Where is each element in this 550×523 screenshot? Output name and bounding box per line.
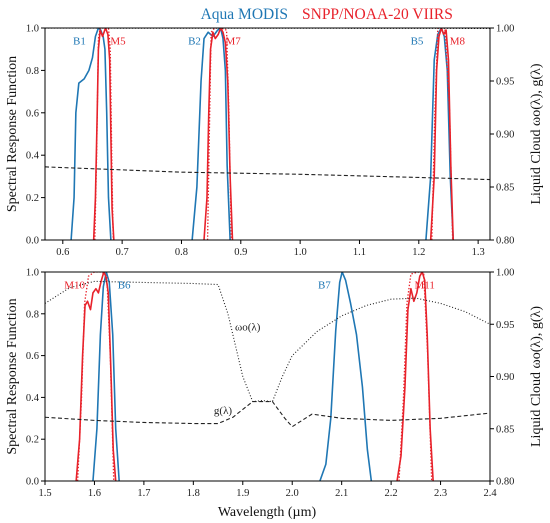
x-tick-label: 2.4	[483, 488, 497, 499]
legend-modis: Aqua MODIS	[201, 6, 288, 23]
viirs-srf-curve-4	[396, 272, 434, 481]
y-left-axis-label: Spectral Response Function	[5, 298, 20, 454]
band-label-m8: M8	[450, 36, 466, 48]
y-left-tick-label: 0.6	[26, 108, 39, 119]
single-scatter-albedo-curve	[45, 280, 490, 403]
y-right-tick-label: 0.95	[496, 77, 514, 88]
band-label-b1: B1	[73, 36, 86, 48]
x-tick-label: 1.7	[137, 488, 150, 499]
band-label-m5: M5	[110, 36, 126, 48]
y-left-tick-label: 1.0	[26, 24, 39, 35]
y-left-axis-label: Spectral Response Function	[5, 56, 20, 212]
y-right-tick-label: 0.90	[496, 130, 514, 141]
x-tick-label: 1.1	[353, 247, 366, 258]
legend-viirs: SNPP/NOAA-20 VIIRS	[302, 6, 453, 23]
x-tick-label: 0.8	[175, 247, 188, 258]
x-tick-label: 2.1	[335, 488, 348, 499]
x-tick-label: 1.3	[472, 247, 485, 258]
y-right-axis-label: Liquid Cloud ωo(λ), g(λ)	[529, 63, 544, 204]
x-tick-label: 0.9	[234, 247, 247, 258]
modis-srf-curve-0	[92, 272, 120, 481]
x-axis-label: Wavelength (µm)	[218, 505, 317, 520]
modis-srf-curve-0	[70, 28, 112, 240]
y-right-tick-label: 0.95	[496, 320, 514, 331]
x-tick-label: 0.6	[56, 247, 69, 258]
x-tick-label: 1.6	[88, 488, 101, 499]
modis-srf-curve-1	[319, 272, 373, 481]
plot-area	[45, 28, 490, 240]
y-left-tick-label: 0.2	[26, 435, 39, 446]
top-panel: 0.6 0.7 0.8 0.9 1.0 1.1 1.2 1.3 0.0 0.2 0.4 0.6 0.8 1…	[5, 24, 544, 259]
band-label-b2: B2	[188, 36, 201, 48]
y-right-tick-label: 0.90	[496, 372, 514, 383]
y-right-tick-label: 1.00	[496, 268, 514, 279]
asymmetry-g-curve	[45, 401, 490, 428]
y-left-tick-label: 0.6	[26, 351, 39, 362]
asymmetry-g-curve	[45, 166, 490, 181]
x-tick-label: 2.3	[434, 488, 447, 499]
y-left-tick-label: 0.0	[26, 236, 39, 247]
y-left-tick-label: 0.4	[26, 151, 40, 162]
viirs-srf-curve-3	[76, 272, 115, 481]
modis-srf-curve-2	[425, 28, 455, 240]
band-label-b7: B7	[318, 280, 331, 292]
band-label-b6: B6	[118, 280, 131, 292]
x-tick-label: 1.2	[412, 247, 425, 258]
y-left-tick-label: 1.0	[26, 268, 39, 279]
modis-srf-curve-1	[191, 28, 231, 240]
x-tick-label: 1.5	[38, 488, 51, 499]
y-right-tick-label: 0.80	[496, 236, 514, 247]
viirs-srf-curve-8	[431, 28, 454, 240]
x-tick-label: 2.2	[385, 488, 398, 499]
x-tick-label: 0.7	[116, 247, 129, 258]
y-right-tick-label: 0.85	[496, 424, 514, 435]
band-label-m10: M10	[64, 280, 85, 292]
y-left-tick-label: 0.8	[26, 309, 39, 320]
y-left-tick-label: 0.2	[26, 193, 39, 204]
viirs-srf-curve-4	[94, 28, 114, 240]
viirs-srf-curve-5	[398, 272, 433, 481]
x-tick-label: 1.9	[236, 488, 249, 499]
curve-label: ωo(λ)	[235, 321, 261, 333]
x-tick-label: 2.0	[286, 488, 299, 499]
x-tick-label: 1.8	[187, 488, 200, 499]
bottom-panel: 1.5 1.6 1.7 1.8 1.9 2.0 2.1 2.2 2.3 2.4 0.0 0.2 0.4 0…	[5, 268, 544, 500]
x-tick-label: 1.0	[294, 247, 307, 258]
band-label-m7: M7	[225, 36, 241, 48]
y-right-tick-label: 0.80	[496, 477, 514, 488]
y-left-tick-label: 0.8	[26, 66, 39, 77]
viirs-srf-curve-6	[206, 28, 232, 240]
y-left-tick-label: 0.4	[26, 393, 40, 404]
y-left-tick-label: 0.0	[26, 477, 39, 488]
band-label-m11: M11	[415, 280, 435, 292]
curve-label: g(λ)	[214, 405, 232, 417]
y-right-tick-label: 1.00	[496, 24, 514, 35]
y-right-tick-label: 0.85	[496, 183, 514, 194]
band-label-b5: B5	[411, 36, 424, 48]
plot-area	[45, 272, 490, 481]
y-right-axis-label: Liquid Cloud ωo(λ), g(λ)	[529, 306, 544, 447]
